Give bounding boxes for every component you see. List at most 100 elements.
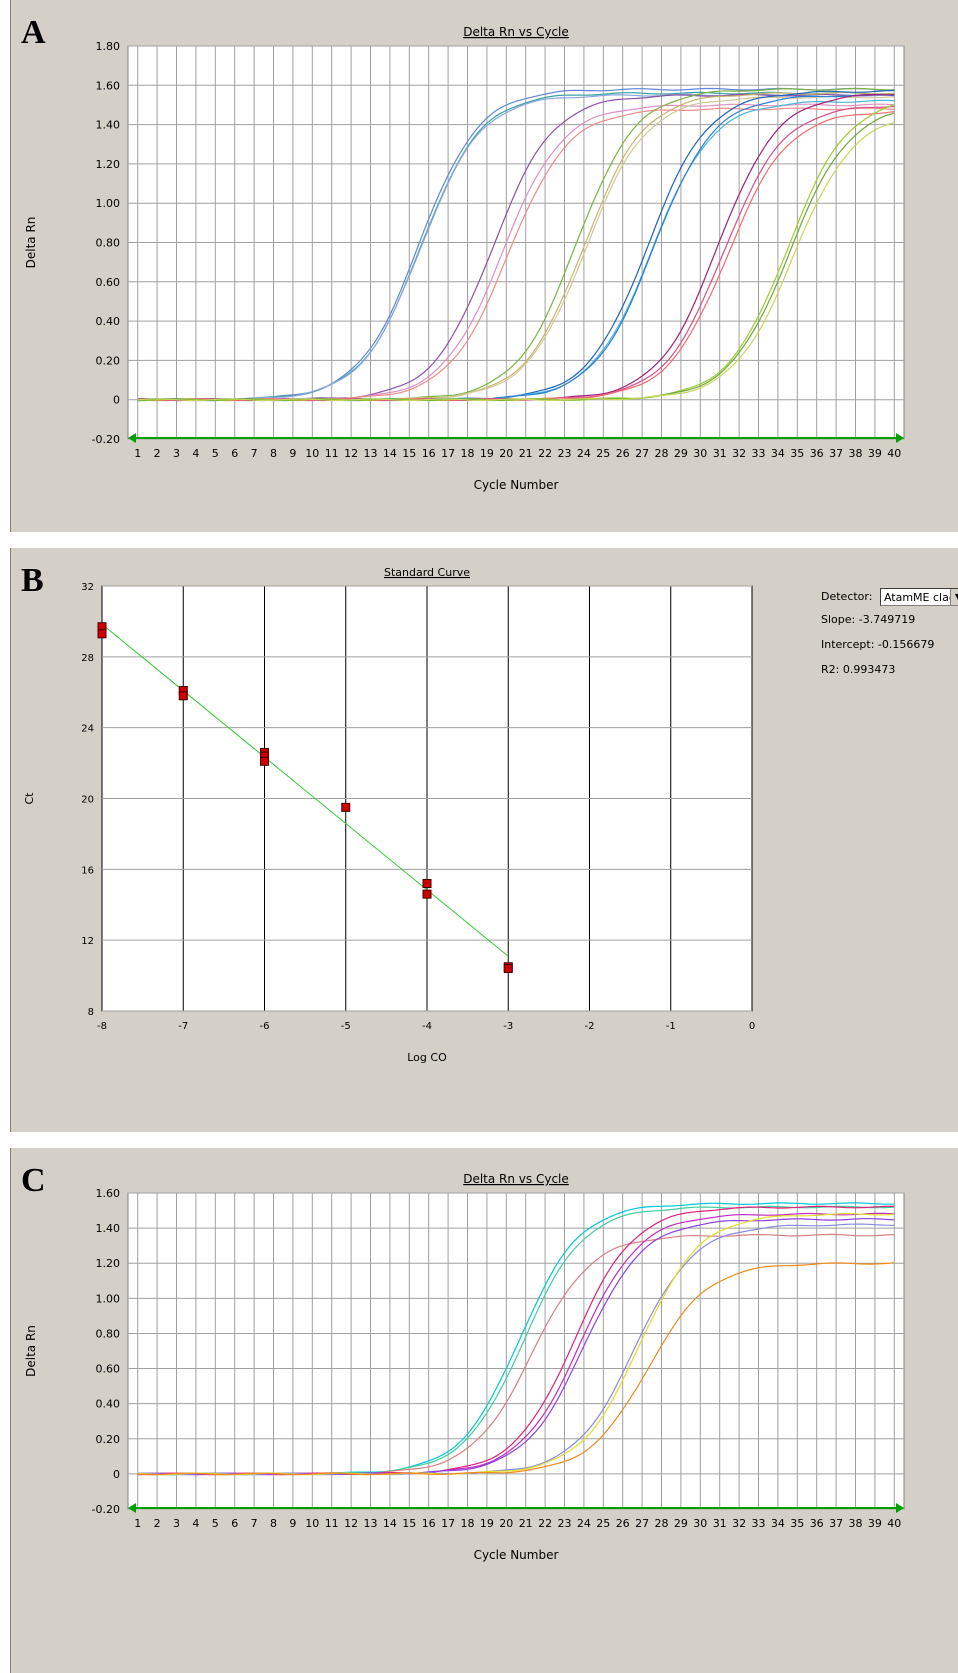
intercept-row: Intercept: -0.156679 (821, 638, 958, 663)
data-point (503, 964, 513, 973)
x-tick-label: 32 (732, 1517, 746, 1530)
detector-row: Detector: AtamME clade ▼ (821, 588, 958, 613)
x-tick-label: 31 (713, 1517, 727, 1530)
x-tick-label: 21 (519, 1517, 533, 1530)
slope-row: Slope: -3.749719 (821, 613, 958, 638)
x-tick-label: -1 (666, 1021, 676, 1032)
panel-c: C 1 2 3 4 5 6 7 8 9 10 11 12 13 14 15 16 17 18 19 20 21 22 23 2… (10, 1148, 958, 1673)
x-tick-label: 38 (849, 447, 863, 460)
grid (128, 1192, 904, 1510)
x-tick-label: 11 (325, 1517, 339, 1530)
x-tick-label: 36 (810, 1517, 824, 1530)
x-tick-label: 10 (305, 1517, 319, 1530)
x-tick-label: -6 (260, 1021, 270, 1032)
y-tick-label: 32 (81, 582, 94, 593)
x-tick-label: 20 (499, 447, 513, 460)
x-tick-label: 24 (577, 1517, 591, 1530)
y-tick-label: 20 (81, 795, 94, 806)
x-tick-label: 1 (134, 447, 141, 460)
y-tick-label: 0.40 (96, 315, 121, 328)
panel-letter: C (21, 1162, 46, 1199)
amplification-plot-c: 1 2 3 4 5 6 7 8 9 10 11 12 13 14 15 16 17 18 19 20 21 22 23 24 2… (24, 1172, 905, 1562)
x-tick-label: 19 (480, 447, 494, 460)
x-tick-label: 26 (616, 1517, 630, 1530)
y-tick-label: -0.20 (92, 433, 120, 446)
x-tick-label: 30 (693, 1517, 707, 1530)
y-tick-label: 1.40 (96, 119, 121, 132)
x-tick-label: 24 (577, 447, 591, 460)
x-tick-label: 37 (829, 1517, 843, 1530)
slope-label: Slope: (821, 613, 856, 626)
x-tick-label: 27 (635, 1517, 649, 1530)
data-point (260, 756, 269, 766)
threshold-arrow-right (896, 433, 904, 443)
x-tick-label: 39 (868, 447, 882, 460)
x-tick-label: 31 (713, 447, 727, 460)
chart-title: Standard Curve (384, 566, 470, 579)
x-tick-label: 22 (538, 1517, 552, 1530)
y-tick-label: 12 (81, 936, 94, 947)
y-tick-label: 28 (81, 653, 94, 664)
x-tick-label: 21 (519, 447, 533, 460)
x-tick-label: 37 (829, 447, 843, 460)
y-tick-label: 0.40 (96, 1398, 121, 1411)
y-axis-label: Delta Rn (24, 217, 38, 269)
x-tick-label: 29 (674, 1517, 688, 1530)
x-tick-label: 28 (655, 447, 669, 460)
x-tick-label: 5 (212, 1517, 219, 1530)
x-tick-label: 9 (289, 447, 296, 460)
x-tick-label: 34 (771, 1517, 785, 1530)
x-tick-label: 6 (231, 1517, 238, 1530)
x-tick-label: 33 (752, 1517, 766, 1530)
x-tick-label: 17 (441, 447, 455, 460)
amplification-curve (137, 1262, 895, 1476)
y-tick-label: 1.20 (96, 158, 121, 171)
x-tick-label: 4 (192, 1517, 199, 1530)
x-tick-label: 40 (887, 447, 901, 460)
x-tick-label: 12 (344, 1517, 358, 1530)
y-axis-label: Ct (23, 792, 36, 805)
detector-value: AtamME clade (883, 591, 958, 604)
x-tick-label: 15 (402, 447, 416, 460)
y-tick-label: 1.40 (96, 1222, 121, 1235)
x-tick-label: 14 (383, 1517, 397, 1530)
chart-title: Delta Rn vs Cycle (463, 25, 569, 39)
x-tick-label: -2 (585, 1021, 595, 1032)
amplification-plot-a: 1 2 3 4 5 6 7 8 9 10 11 12 13 14 15 16 17 18 19 20 21 22 23 24 2… (24, 25, 905, 492)
x-tick-label: 39 (868, 1517, 882, 1530)
x-tick-label: 23 (558, 1517, 572, 1530)
x-axis-label: Cycle Number (474, 478, 559, 492)
amplification-curve (137, 93, 895, 401)
y-tick-label: -0.20 (92, 1503, 120, 1516)
x-tick-label: 16 (422, 447, 436, 460)
data-point (97, 629, 107, 639)
chevron-down-icon[interactable]: ▼ (949, 589, 958, 605)
data-point (178, 691, 188, 701)
y-tick-label: 0 (113, 1468, 120, 1481)
x-tick-label: 20 (499, 1517, 513, 1530)
x-tick-label: 7 (251, 447, 258, 460)
x-tick-label: 2 (154, 1517, 161, 1530)
x-tick-label: 23 (558, 447, 572, 460)
x-tick-label: 40 (887, 1517, 901, 1530)
x-axis-label: Cycle Number (474, 1548, 559, 1562)
x-tick-label: 2 (154, 447, 161, 460)
chart-title: Delta Rn vs Cycle (463, 1172, 569, 1186)
intercept-value: -0.156679 (877, 638, 935, 651)
slope-value: -3.749719 (858, 613, 916, 626)
y-tick-label: 0.80 (96, 237, 121, 250)
intercept-label: Intercept: (821, 638, 875, 651)
grid (128, 45, 904, 440)
amplification-curve (137, 122, 895, 402)
y-tick-label: 1.00 (96, 1292, 121, 1305)
x-tick-label: 17 (441, 1517, 455, 1530)
y-tick-label: 1.60 (96, 79, 121, 92)
data-point (422, 879, 432, 888)
detector-dropdown[interactable]: AtamME clade ▼ (879, 588, 958, 606)
threshold-arrow-left (128, 1503, 136, 1513)
x-tick-label: 26 (616, 447, 630, 460)
x-tick-label: 19 (480, 1517, 494, 1530)
x-tick-label: 36 (810, 447, 824, 460)
x-tick-label: 8 (270, 447, 277, 460)
y-tick-label: 0 (113, 394, 120, 407)
